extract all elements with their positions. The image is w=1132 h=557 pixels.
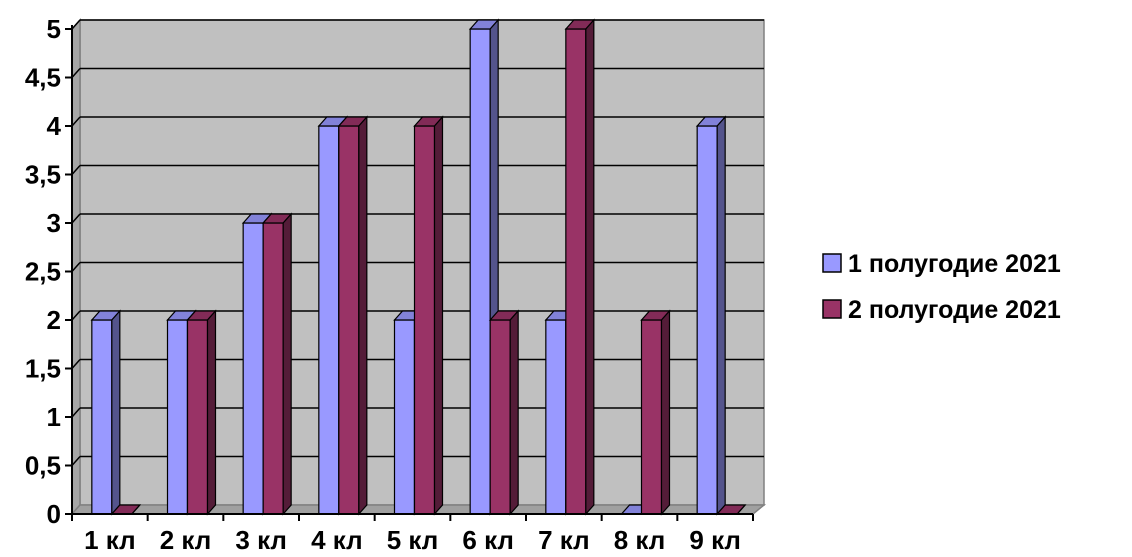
x-tick-label: 8 кл <box>614 525 666 555</box>
x-tick-label: 1 кл <box>84 525 136 555</box>
bar-2-8 <box>640 309 671 516</box>
bar-2-7 <box>564 18 596 516</box>
gridline-side <box>71 262 81 272</box>
bar-2-5 <box>413 115 444 516</box>
bar-2-4 <box>337 115 369 516</box>
gridline-side <box>71 407 81 418</box>
y-tick-label: 1,5 <box>25 354 61 384</box>
y-tick-label: 2,5 <box>25 257 61 287</box>
legend-label-1: 1 полугодие 2021 <box>848 250 1061 278</box>
bar-2-6 <box>488 309 520 516</box>
y-tick-label: 0,5 <box>25 451 61 481</box>
gridline-side <box>71 165 81 175</box>
x-tick-label: 6 кл <box>462 525 514 555</box>
bar-2-2 <box>186 309 217 516</box>
bar-1-6 <box>468 18 500 516</box>
gridline-side <box>71 359 81 369</box>
x-tick-label: 5 кл <box>387 525 439 555</box>
y-tick-label: 2 <box>47 305 61 335</box>
legend-label-2: 2 полугодие 2021 <box>848 296 1061 324</box>
y-tick-label: 0 <box>47 499 61 529</box>
y-tick-label: 1 <box>47 402 61 432</box>
gridline-side <box>71 68 81 78</box>
x-tick-label: 3 кл <box>235 525 287 555</box>
y-tick-label: 4,5 <box>25 63 61 93</box>
x-tick-label: 2 кл <box>160 525 212 555</box>
legend-swatch-1 <box>822 253 842 273</box>
bar-1-9 <box>695 115 727 516</box>
x-tick-label: 7 кл <box>538 525 590 555</box>
bar-2-3 <box>261 212 293 516</box>
x-tick-label: 9 кл <box>689 525 741 555</box>
legend-swatch-2 <box>822 299 842 319</box>
legend: 1 полугодие 2021 2 полугодие 2021 <box>806 232 1127 332</box>
gridline-side <box>71 116 81 127</box>
y-tick-label: 4 <box>47 111 62 141</box>
y-tick-label: 3,5 <box>25 160 61 190</box>
gridline-side <box>71 213 81 224</box>
x-tick-label: 4 кл <box>311 525 363 555</box>
bar-1-1 <box>90 309 122 516</box>
gridline-side <box>71 310 81 321</box>
y-tick-label: 3 <box>47 208 61 238</box>
y-tick-label: 5 <box>47 14 61 44</box>
gridline-side <box>71 456 81 466</box>
legend-box <box>806 232 1127 332</box>
gridline-side <box>71 19 81 30</box>
